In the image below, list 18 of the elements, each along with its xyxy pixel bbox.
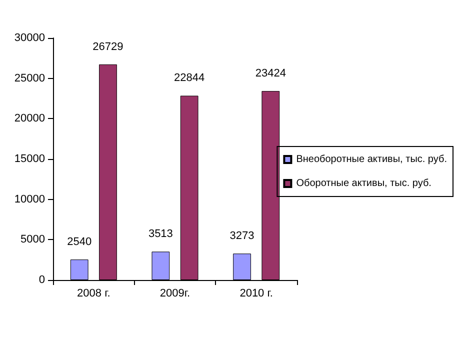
data-label: 23424: [255, 68, 286, 80]
data-label: 22844: [174, 72, 205, 84]
y-tick-label: 30000: [14, 32, 45, 44]
legend-label: Оборотные активы, тыс. руб.: [296, 178, 432, 189]
data-label: 3513: [148, 228, 173, 240]
data-label: 26729: [92, 40, 124, 53]
y-tick-label: 10000: [14, 193, 45, 206]
y-tick-label: 20000: [14, 112, 45, 125]
x-tick-label: 2009г.: [160, 288, 190, 300]
y-tick-label: 5000: [20, 234, 45, 246]
x-tick-label: 2010 г.: [240, 288, 273, 300]
y-tick-label: 15000: [14, 153, 45, 165]
y-tick-label: 25000: [14, 72, 45, 84]
data-label: 2540: [67, 236, 92, 248]
x-tick-label: 2008 г.: [77, 288, 110, 300]
data-label: 3273: [230, 230, 254, 242]
legend-label: Внеоборотные активы, тыс. руб.: [296, 154, 448, 165]
y-tick-label: 0: [38, 274, 45, 286]
